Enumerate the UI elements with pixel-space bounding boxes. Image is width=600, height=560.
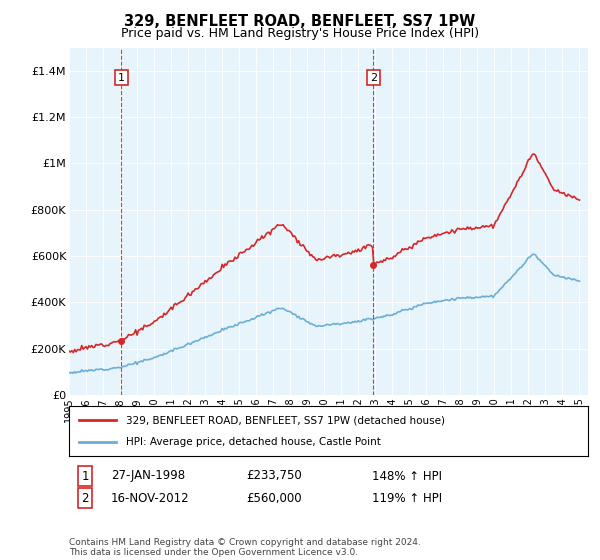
Text: 119% ↑ HPI: 119% ↑ HPI bbox=[372, 492, 442, 505]
Text: 2: 2 bbox=[82, 492, 89, 505]
Text: 1: 1 bbox=[118, 73, 125, 83]
Text: 329, BENFLEET ROAD, BENFLEET, SS7 1PW (detached house): 329, BENFLEET ROAD, BENFLEET, SS7 1PW (d… bbox=[126, 415, 445, 425]
Text: £233,750: £233,750 bbox=[246, 469, 302, 483]
Text: 16-NOV-2012: 16-NOV-2012 bbox=[111, 492, 190, 505]
Text: £560,000: £560,000 bbox=[246, 492, 302, 505]
Text: Price paid vs. HM Land Registry's House Price Index (HPI): Price paid vs. HM Land Registry's House … bbox=[121, 27, 479, 40]
Text: HPI: Average price, detached house, Castle Point: HPI: Average price, detached house, Cast… bbox=[126, 437, 381, 447]
Text: Contains HM Land Registry data © Crown copyright and database right 2024.
This d: Contains HM Land Registry data © Crown c… bbox=[69, 538, 421, 557]
Text: 1: 1 bbox=[82, 469, 89, 483]
Text: 329, BENFLEET ROAD, BENFLEET, SS7 1PW: 329, BENFLEET ROAD, BENFLEET, SS7 1PW bbox=[124, 14, 476, 29]
Text: 148% ↑ HPI: 148% ↑ HPI bbox=[372, 469, 442, 483]
Text: 2: 2 bbox=[370, 73, 377, 83]
Text: 27-JAN-1998: 27-JAN-1998 bbox=[111, 469, 185, 483]
